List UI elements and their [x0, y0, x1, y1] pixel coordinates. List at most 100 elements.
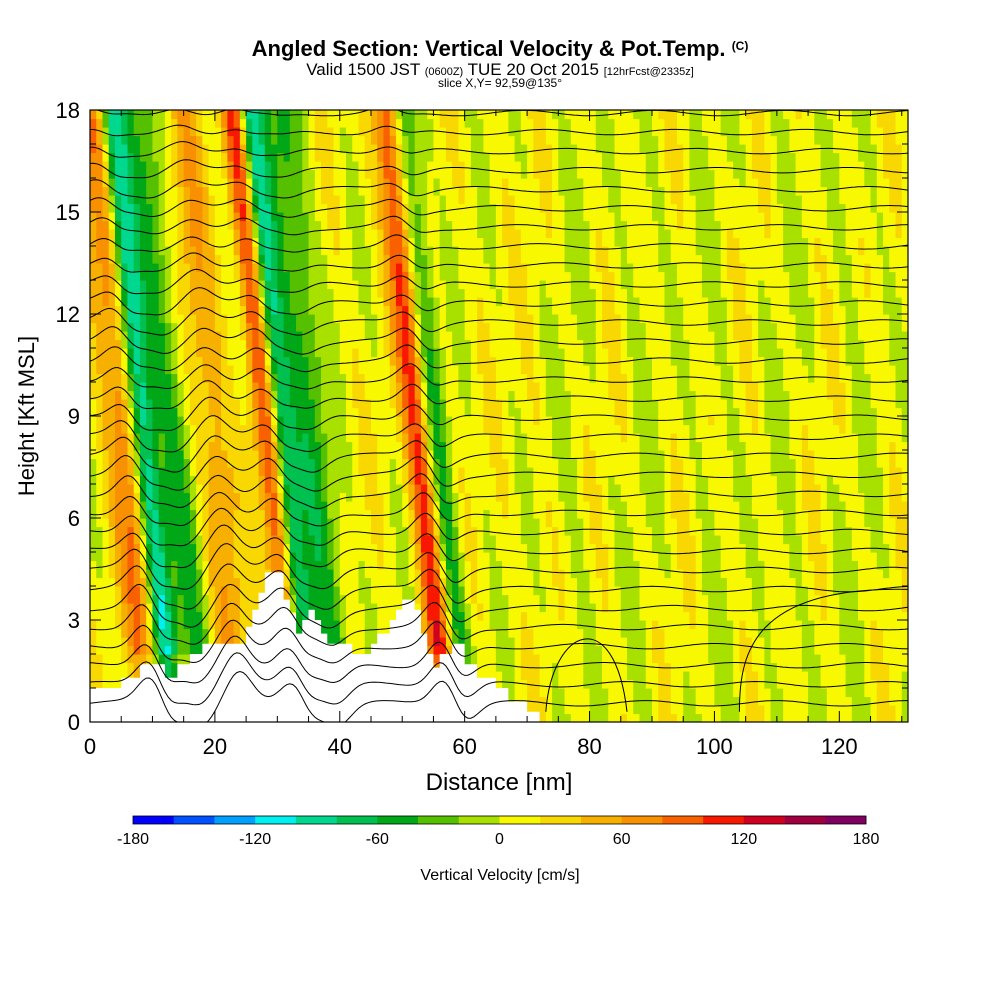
heatmap-cell	[258, 135, 266, 145]
heatmap-cell	[489, 135, 497, 145]
heatmap-cell	[133, 331, 141, 341]
heatmap-cell	[321, 492, 328, 502]
heatmap-cell	[221, 373, 228, 383]
heatmap-cell	[171, 144, 179, 154]
heatmap-cell	[339, 441, 347, 451]
heatmap-cell	[502, 246, 509, 256]
heatmap-cell	[252, 356, 260, 366]
heatmap-cell	[264, 458, 272, 468]
heatmap-cell	[152, 390, 160, 400]
heatmap-cell	[495, 212, 503, 222]
heatmap-cell	[152, 543, 160, 553]
heatmap-cell	[271, 161, 278, 171]
heatmap-cell	[389, 577, 397, 587]
heatmap-cell	[221, 314, 228, 324]
heatmap-cell	[90, 552, 97, 562]
heatmap-cell	[183, 169, 191, 179]
heatmap-cell	[233, 237, 241, 247]
heatmap-cell	[483, 637, 491, 647]
heatmap-cell	[439, 467, 447, 477]
heatmap-cell	[364, 322, 372, 332]
heatmap-cell	[364, 348, 372, 358]
heatmap-cell	[439, 407, 447, 417]
heatmap-cell	[90, 620, 97, 630]
heatmap-cell	[346, 382, 353, 392]
heatmap-cell	[470, 322, 478, 332]
heatmap-cell	[483, 577, 491, 587]
heatmap-cell	[377, 543, 385, 553]
heatmap-cell	[214, 458, 222, 468]
heatmap-cell	[377, 178, 385, 188]
heatmap-cell	[264, 365, 272, 375]
heatmap-cell	[208, 203, 216, 213]
heatmap-cell	[271, 382, 278, 392]
heatmap-cell	[489, 603, 497, 613]
heatmap-cell	[489, 314, 497, 324]
heatmap-cell	[508, 441, 516, 451]
heatmap-cell	[370, 339, 378, 349]
heatmap-cell	[458, 569, 466, 579]
heatmap-cell	[296, 288, 303, 298]
heatmap-cell	[196, 586, 203, 596]
heatmap-cell	[452, 628, 460, 638]
heatmap-cell	[308, 331, 316, 341]
heatmap-cell	[445, 603, 453, 613]
heatmap-cell	[452, 322, 460, 332]
heatmap-cell	[370, 569, 378, 579]
heatmap-cell	[502, 526, 509, 536]
heatmap-cell	[258, 560, 266, 570]
heatmap-cell	[108, 679, 116, 689]
heatmap-cell	[171, 305, 179, 315]
heatmap-cell	[483, 212, 491, 222]
heatmap-cell	[308, 407, 316, 417]
heatmap-cell	[489, 118, 497, 128]
heatmap-cell	[470, 628, 478, 638]
heatmap-cell	[483, 271, 491, 281]
heatmap-cell	[139, 654, 147, 664]
heatmap-cell	[233, 348, 241, 358]
heatmap-cell	[214, 135, 222, 145]
heatmap-cell	[271, 246, 278, 256]
heatmap-cell	[258, 339, 266, 349]
heatmap-cell	[246, 518, 253, 528]
heatmap-cell	[370, 484, 378, 494]
heatmap-cell	[333, 331, 341, 341]
heatmap-cell	[252, 195, 260, 205]
heatmap-cell	[402, 339, 410, 349]
heatmap-cell	[202, 382, 210, 392]
heatmap-cell	[333, 603, 341, 613]
heatmap-cell	[277, 535, 285, 545]
heatmap-cell	[164, 543, 172, 553]
heatmap-cell	[321, 518, 328, 528]
heatmap-cell	[296, 356, 303, 366]
heatmap-cell	[239, 161, 247, 171]
heatmap-cell	[202, 399, 210, 409]
heatmap-cell	[121, 475, 129, 485]
heatmap-cell	[364, 229, 372, 239]
heatmap-cell	[108, 356, 116, 366]
heatmap-cell	[508, 365, 516, 375]
heatmap-cell	[352, 271, 360, 281]
heatmap-cell	[314, 373, 322, 383]
heatmap-cell	[414, 161, 422, 171]
heatmap-cell	[358, 577, 366, 587]
heatmap-cell	[183, 518, 191, 528]
heatmap-cell	[427, 152, 435, 162]
heatmap-cell	[90, 203, 97, 213]
heatmap-cell	[439, 178, 447, 188]
heatmap-cell	[408, 195, 416, 205]
heatmap-cell	[246, 229, 253, 239]
heatmap-cell	[352, 169, 360, 179]
heatmap-cell	[364, 339, 372, 349]
heatmap-cell	[346, 212, 353, 222]
heatmap-cell	[377, 322, 385, 332]
heatmap-cell	[227, 467, 235, 477]
heatmap-cell	[427, 348, 435, 358]
heatmap-cell	[221, 577, 228, 587]
heatmap-cell	[358, 467, 366, 477]
heatmap-cell	[183, 552, 191, 562]
heatmap-cell	[502, 416, 509, 426]
heatmap-cell	[264, 144, 272, 154]
heatmap-cell	[414, 271, 422, 281]
heatmap-cell	[202, 339, 210, 349]
